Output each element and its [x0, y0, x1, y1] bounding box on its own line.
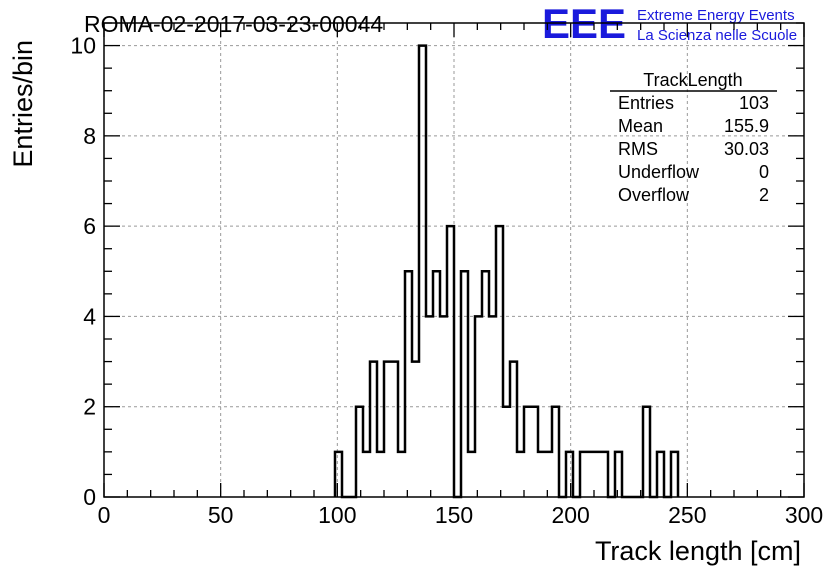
y-tick-labels: 0 2 4 6 8 10 — [70, 33, 96, 510]
x-tick-label: 50 — [208, 502, 234, 528]
logo-line-1: Extreme Energy Events — [637, 7, 795, 24]
stats-row-label: Entries — [618, 93, 674, 113]
y-tick-label: 10 — [70, 33, 96, 59]
logo-line-2: La Scienza nelle Scuole — [637, 27, 797, 44]
stats-row-value: 30.03 — [724, 139, 769, 159]
stats-row-value: 103 — [739, 93, 769, 113]
x-axis-label: Track length [cm] — [595, 536, 801, 566]
axis-ticks — [103, 22, 805, 498]
stats-row-value: 2 — [759, 185, 769, 205]
chart-title: ROMA-02-2017-03-23-00044 — [84, 11, 383, 37]
x-tick-label: 250 — [668, 502, 706, 528]
stats-title: TrackLength — [643, 70, 742, 90]
stats-row-value: 0 — [759, 162, 769, 182]
stats-row-label: Underflow — [618, 162, 700, 182]
y-tick-label: 6 — [83, 213, 96, 239]
histogram-outline — [333, 44, 680, 499]
y-tick-label: 4 — [83, 303, 96, 329]
stats-row-label: Overflow — [618, 185, 690, 205]
x-tick-label: 200 — [551, 502, 589, 528]
y-tick-label: 8 — [83, 123, 96, 149]
x-tick-label: 300 — [785, 502, 823, 528]
y-tick-label: 2 — [83, 394, 96, 420]
x-tick-label: 100 — [318, 502, 356, 528]
x-tick-labels: 0 50 100 150 200 250 300 — [98, 502, 824, 528]
x-tick-label: 0 — [98, 502, 111, 528]
stats-rows: Entries 103 Mean 155.9 RMS 30.03 Underflow 0 Ove… — [618, 93, 769, 205]
stats-row-value: 155.9 — [724, 116, 769, 136]
stats-box: TrackLength Entries 103 Mean 155.9 RMS 30.03 U… — [610, 70, 777, 205]
stats-row-label: Mean — [618, 116, 663, 136]
y-tick-label: 0 — [83, 484, 96, 510]
stats-row-label: RMS — [618, 139, 658, 159]
x-tick-label: 150 — [435, 502, 473, 528]
y-axis-label: Entries/bin — [8, 40, 38, 168]
